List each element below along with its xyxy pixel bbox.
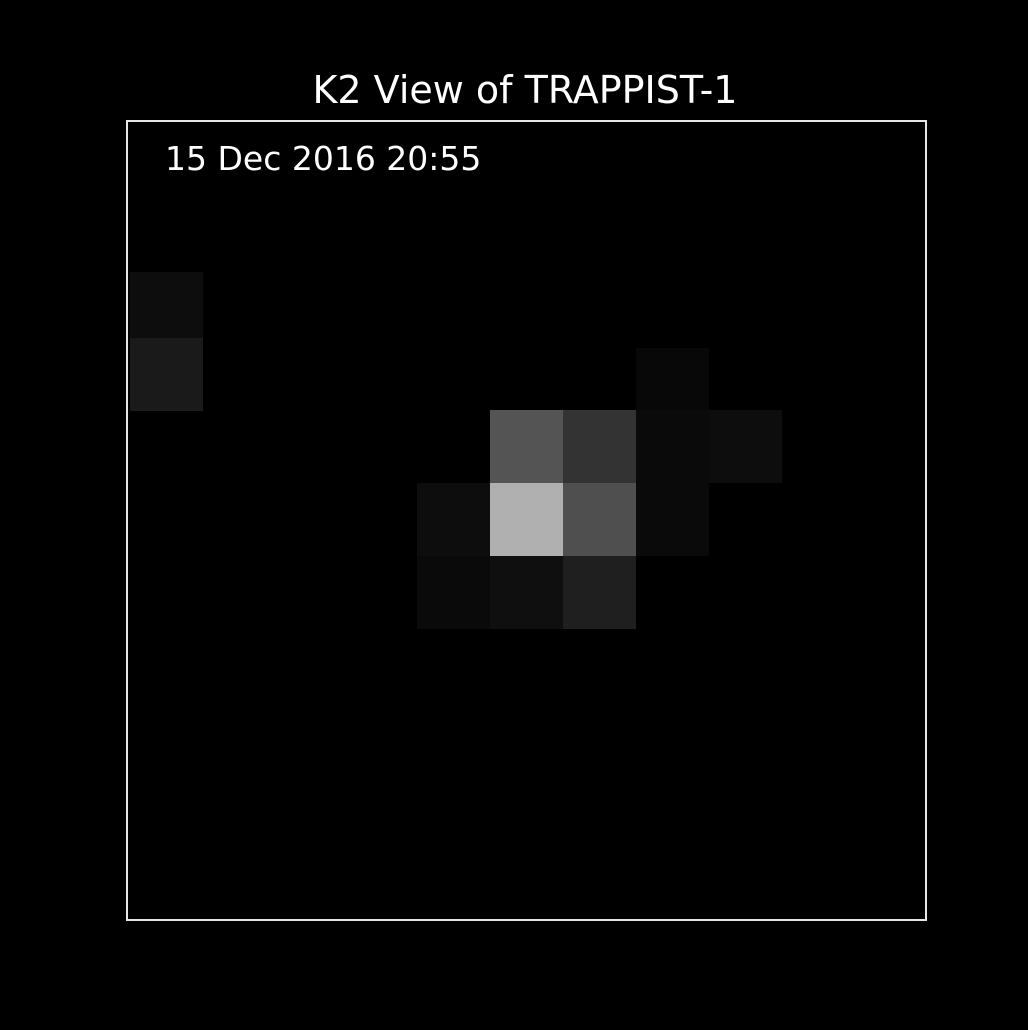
timestamp-label: 15 Dec 2016 20:55 — [165, 139, 482, 178]
pixel-star-far-right — [636, 483, 709, 556]
pixel-star-top-left — [490, 410, 563, 483]
pixel-edge-upper — [130, 272, 203, 345]
pixel-star-left-mid — [417, 483, 490, 556]
pixel-star-bottom — [490, 556, 563, 629]
pixel-star-center — [490, 483, 563, 556]
pixel-star-bottom-left — [417, 556, 490, 629]
pixel-upper-right-a — [636, 410, 709, 483]
pixel-star-top-right — [563, 410, 636, 483]
pixel-upper-right-top — [636, 348, 709, 421]
pixel-star-bottom-right — [563, 556, 636, 629]
plot-title: K2 View of TRAPPIST-1 — [312, 68, 738, 112]
pixel-upper-right-b — [709, 410, 782, 483]
pixel-star-right — [563, 483, 636, 556]
image-frame: 15 Dec 2016 20:55 — [126, 120, 927, 921]
pixel-edge-lower — [130, 338, 203, 411]
